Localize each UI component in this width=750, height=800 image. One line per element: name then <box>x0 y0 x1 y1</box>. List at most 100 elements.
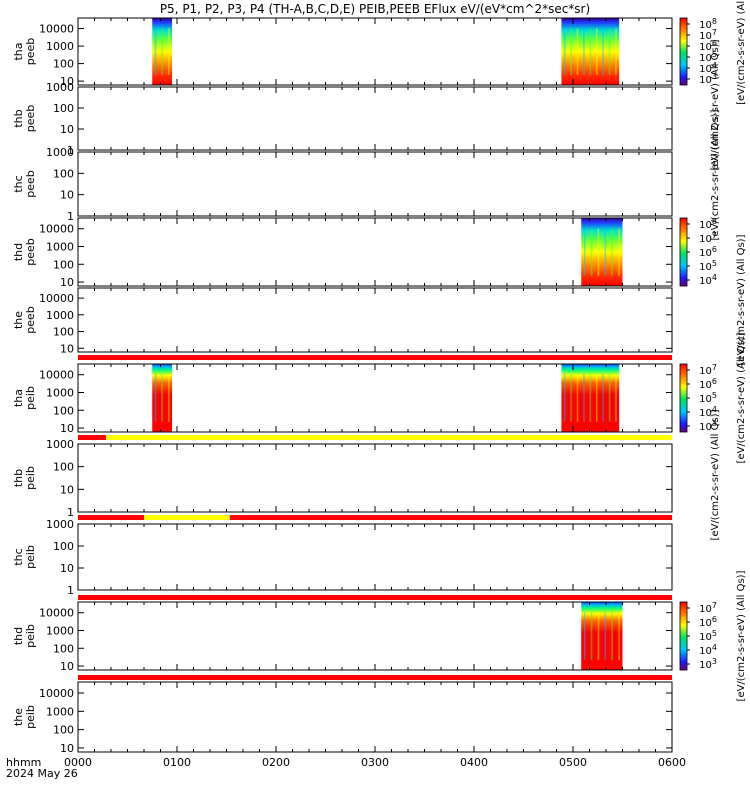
panel-label-product: peib <box>24 705 37 729</box>
spectrogram-streak <box>161 28 163 75</box>
y-tick-label: 10000 <box>39 607 74 620</box>
panel-frame <box>77 523 673 591</box>
panel-label-product: peeb <box>24 306 37 334</box>
spectrogram-streak <box>618 612 620 660</box>
panel-thb-peib: 1 10 100 1000 thb peib <box>12 438 673 519</box>
spectrogram-streak <box>576 374 579 422</box>
colorbar-tick-label: 106 <box>699 39 717 53</box>
colorbar-tick-label: 106 <box>699 377 717 391</box>
spectrogram-streak <box>595 28 598 75</box>
colorbar-tick-label: 104 <box>699 643 717 657</box>
panel-frame <box>77 151 673 217</box>
spectrogram-streak <box>583 28 585 75</box>
status-segment-red <box>78 675 672 680</box>
colorbar-scale <box>679 17 688 86</box>
spectrogram-streak <box>602 374 604 422</box>
colorbar-tick-label: 106 <box>699 245 717 259</box>
colorbar-tick-label: 107 <box>699 363 717 377</box>
y-tick-label: 10000 <box>39 23 74 36</box>
y-tick-label: 10000 <box>39 292 74 305</box>
y-tick-label: 100 <box>53 102 74 115</box>
y-tick-label: 1 <box>67 584 74 597</box>
panel-thd-peeb: 10 100 1000 10000 thd peeb <box>12 217 673 289</box>
y-tick-label: 10 <box>60 123 74 136</box>
panel-thc-peeb: 1 10 100 1000 thc peeb <box>12 146 673 223</box>
panel-label-probe: thd <box>12 243 25 261</box>
y-tick-label: 10 <box>60 483 74 496</box>
colorbar-title: [eV/(cm2-s-sr-eV) (All Qs)] <box>710 39 721 170</box>
colorbar-tick-label: 104 <box>699 405 717 419</box>
colorbar-title: [eV/(cm2-s-sr-eV) (All Qs)] <box>736 332 747 463</box>
status-segment-red <box>78 435 107 440</box>
panel-frame <box>77 287 673 353</box>
panel-label-probe: the <box>12 311 25 329</box>
panel-label-product: peib <box>24 624 37 648</box>
panel-label-product: peeb <box>24 170 37 198</box>
colorbar-scale <box>679 217 688 287</box>
y-tick-label: 100 <box>53 724 74 737</box>
panel-frame <box>77 443 673 513</box>
panel-label-probe: the <box>12 708 25 726</box>
status-segment-red <box>229 515 673 520</box>
y-tick-label: 10 <box>60 342 74 355</box>
y-tick-label: 100 <box>53 58 74 71</box>
y-tick-label: 10 <box>60 660 74 673</box>
y-tick-label: 100 <box>53 167 74 180</box>
spectrogram-streak <box>570 374 572 422</box>
y-tick-label: 100 <box>53 461 74 474</box>
spectrogram-streak <box>154 374 157 422</box>
colorbar-tick-label: 103 <box>699 657 717 671</box>
spectrogram-block <box>581 218 623 286</box>
y-tick-label: 10 <box>60 422 74 435</box>
panel-label-probe: thb <box>12 469 25 487</box>
y-tick-label: 1 <box>67 144 74 157</box>
panel-label-probe: thb <box>12 109 25 127</box>
panel-frame <box>77 86 673 151</box>
y-tick-label: 1000 <box>46 386 74 399</box>
status-bar-the-peeb <box>78 355 672 360</box>
status-bar-thd-peib <box>78 675 672 680</box>
spectrogram-streak <box>602 28 604 75</box>
colorbar-tick-label: 104 <box>699 61 717 75</box>
panel-label-probe: tha <box>12 42 25 60</box>
spectrogram-streak <box>583 374 585 422</box>
y-tick-label: 100 <box>53 326 74 339</box>
colorbar-tick-label: 105 <box>699 629 717 643</box>
panel-label-probe: thc <box>12 175 25 192</box>
y-tick-label: 1000 <box>46 438 74 451</box>
panel-label-product: peeb <box>24 105 37 133</box>
spectrogram-streak <box>161 374 163 422</box>
y-tick-label: 1000 <box>46 81 74 94</box>
x-tick-label: 0200 <box>262 756 290 769</box>
x-tick-label: 0300 <box>361 756 389 769</box>
spectrogram-streak <box>608 28 611 75</box>
y-tick-label: 10 <box>60 189 74 202</box>
y-tick-label: 10 <box>60 562 74 575</box>
spectrogram-streak <box>576 28 579 75</box>
spectrogram-streak <box>589 28 592 75</box>
panel-label-product: peeb <box>24 38 37 66</box>
x-tick-label: 0500 <box>559 756 587 769</box>
colorbar-scale <box>679 601 688 671</box>
spectrogram-streak <box>154 28 157 75</box>
panel-thd-peib: 10 100 1000 10000 thd peib <box>12 601 673 673</box>
colorbar-title: [eV/(cm2-s-sr-eV) (All Qs)] <box>736 570 747 701</box>
y-tick-label: 1000 <box>46 146 74 159</box>
y-tick-label: 100 <box>53 540 74 553</box>
panel-tha-peeb: 10 100 1000 10000 tha peeb <box>12 17 673 88</box>
panel-label-product: peib <box>24 386 37 410</box>
status-segment-red <box>78 515 144 520</box>
panel-label-product: peib <box>24 545 37 569</box>
y-tick-label: 1000 <box>46 309 74 322</box>
y-tick-label: 1 <box>67 210 74 223</box>
colorbar-scale <box>679 363 688 433</box>
spectrogram-streak <box>589 374 592 422</box>
x-tick-label: 0100 <box>163 756 191 769</box>
colorbar-tick-label: 105 <box>699 259 717 273</box>
spectrogram-streak <box>611 612 613 660</box>
y-tick-label: 1000 <box>46 518 74 531</box>
spectrogram-streak <box>604 612 607 660</box>
